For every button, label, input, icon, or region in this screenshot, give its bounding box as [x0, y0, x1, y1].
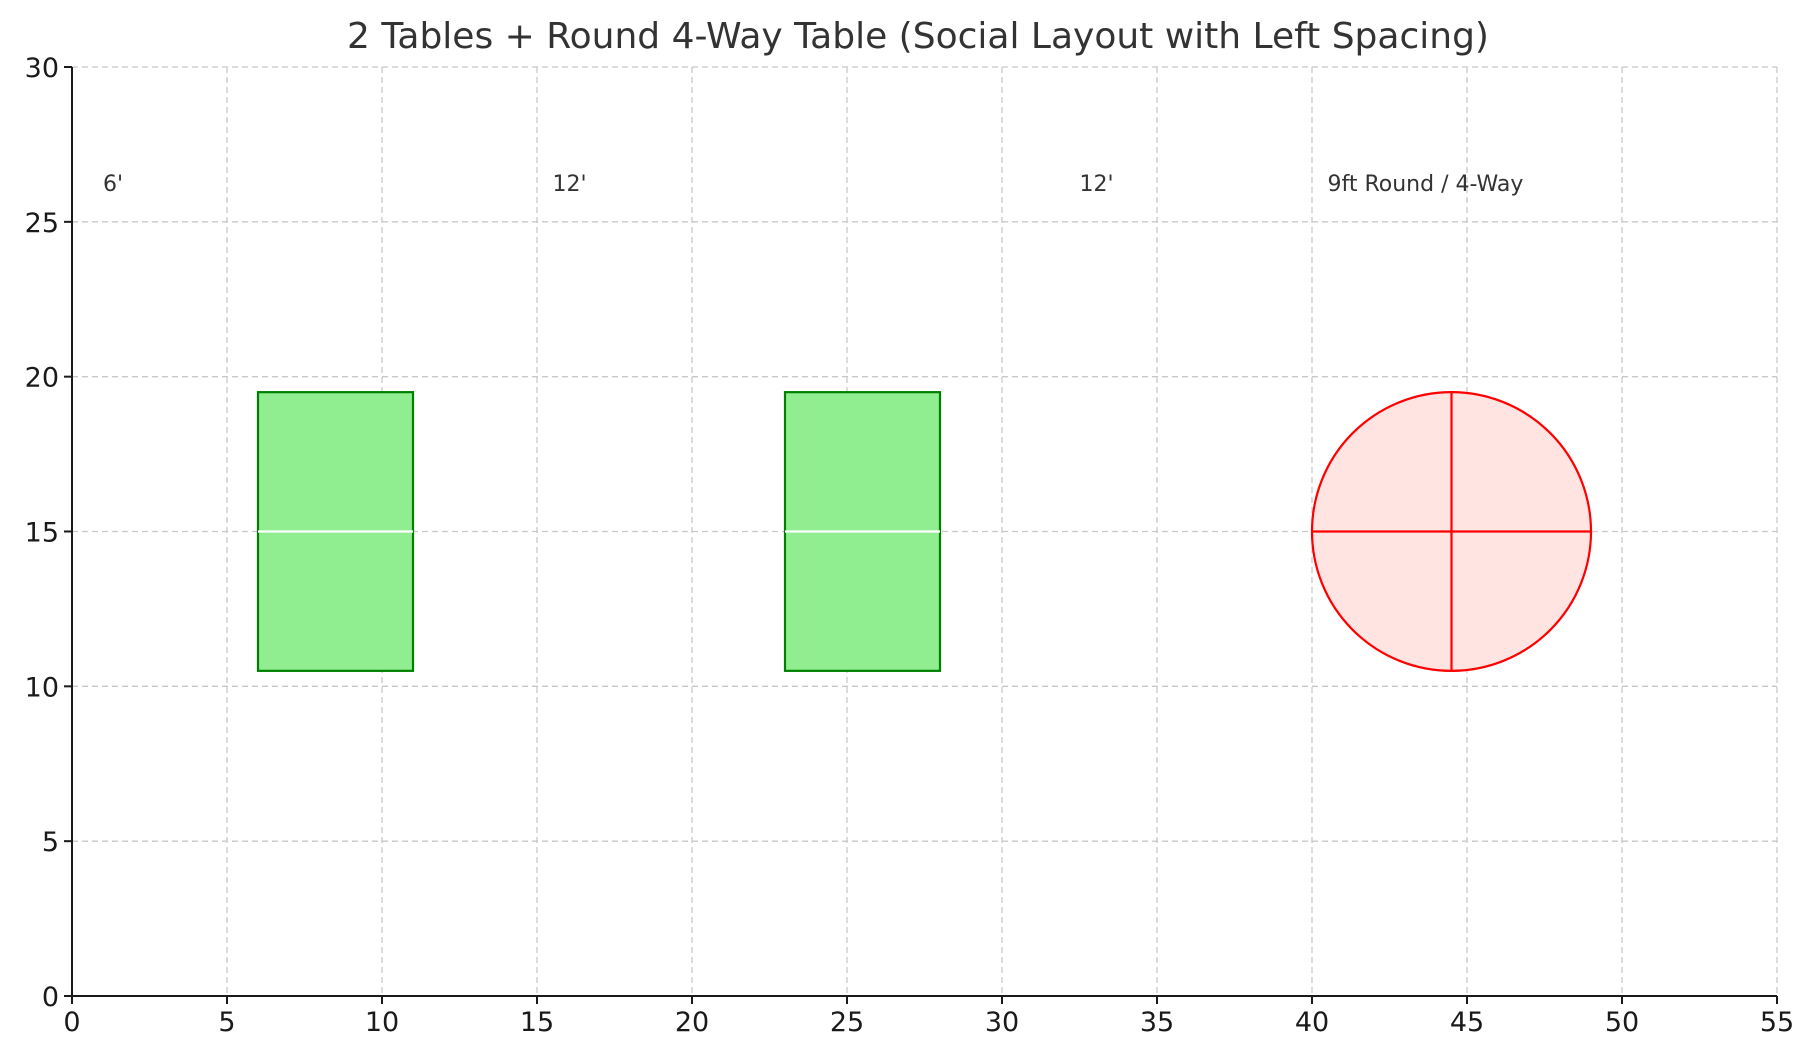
x-tick-label: 10 [365, 1007, 399, 1038]
y-tick-label: 30 [25, 53, 59, 84]
chart-title: 2 Tables + Round 4-Way Table (Social Lay… [347, 16, 1489, 57]
annotation-2: 12' [1080, 172, 1114, 197]
annotations-layer: 6' 12' 12' 9ft Round / 4-Way [103, 172, 1523, 197]
x-tick-label: 45 [1450, 1007, 1484, 1038]
x-tick-label: 30 [985, 1007, 1019, 1038]
x-tick-label: 55 [1760, 1007, 1794, 1038]
tables-layer [256, 391, 1593, 672]
x-tick-label: 35 [1140, 1007, 1174, 1038]
x-tick-label: 25 [830, 1007, 864, 1038]
y-tick-label: 10 [25, 672, 59, 703]
annotation-0: 6' [103, 172, 123, 197]
y-tick-label: 20 [25, 363, 59, 394]
axes: 0 5 10 15 20 25 30 35 40 45 50 55 0 5 10 15 20 25 30 [25, 53, 1795, 1038]
x-tick-label: 0 [63, 1007, 80, 1038]
x-tick-label: 5 [218, 1007, 235, 1038]
annotation-3: 9ft Round / 4-Way [1328, 172, 1524, 197]
x-tick-label: 50 [1605, 1007, 1639, 1038]
x-tick-label: 15 [520, 1007, 554, 1038]
annotation-1: 12' [553, 172, 587, 197]
x-tick-label: 40 [1295, 1007, 1329, 1038]
y-tick-label: 5 [42, 827, 59, 858]
y-tick-label: 0 [42, 982, 59, 1013]
x-tick-label: 20 [675, 1007, 709, 1038]
y-tick-label: 15 [25, 518, 59, 549]
y-tick-label: 25 [25, 208, 59, 239]
